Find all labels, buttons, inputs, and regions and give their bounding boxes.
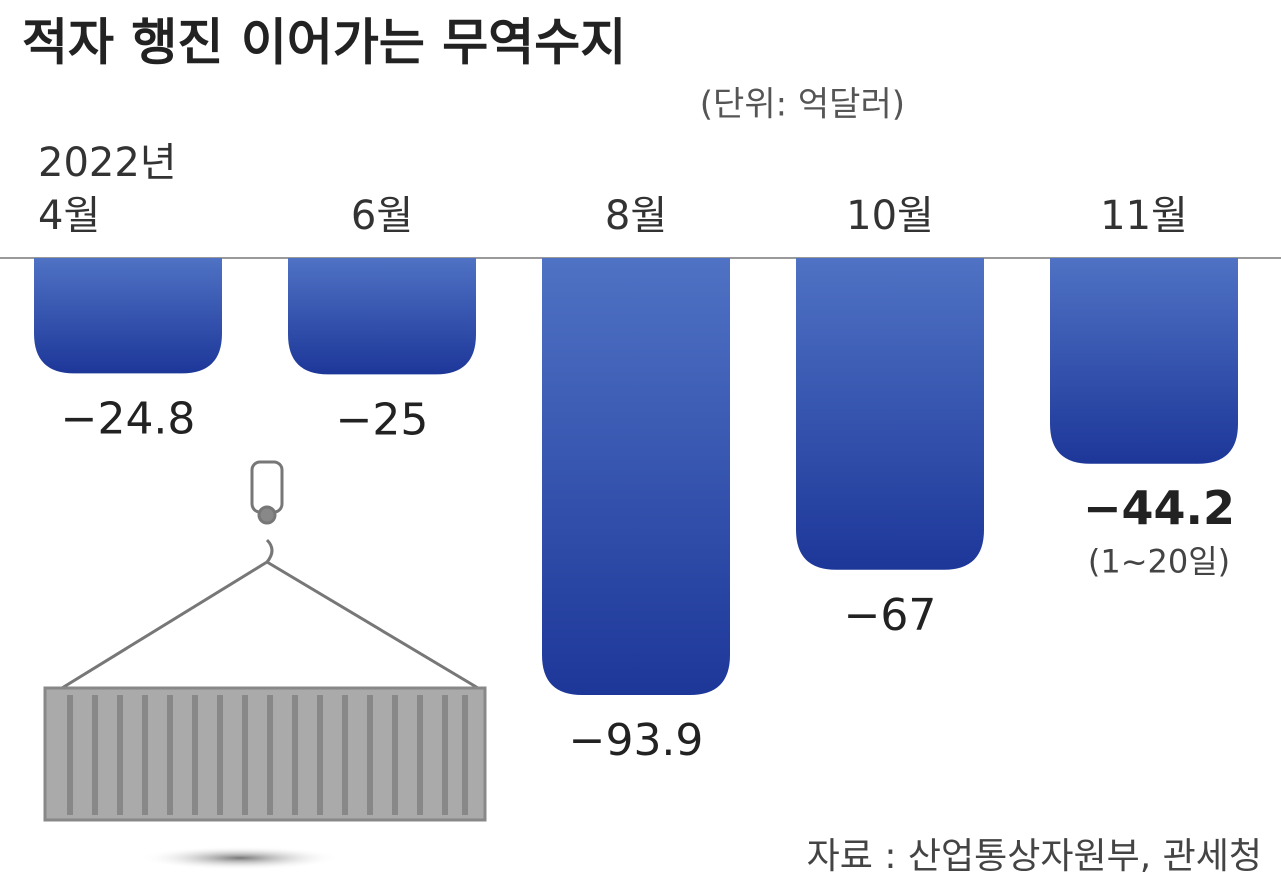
value-label: −44.2 bbox=[1083, 481, 1235, 535]
unit-label: (단위: 억달러) bbox=[700, 85, 905, 125]
bar bbox=[288, 258, 476, 375]
year-label: 2022년 bbox=[38, 140, 177, 186]
bar bbox=[796, 258, 984, 570]
source: 자료 : 산업통상자원부, 관세청 bbox=[807, 836, 1262, 877]
bar bbox=[34, 258, 222, 374]
value-label: −67 bbox=[844, 590, 937, 641]
annotation: (1~20일) bbox=[1088, 543, 1230, 581]
bar bbox=[1050, 258, 1238, 464]
x-tick-label: 8월 bbox=[605, 193, 667, 239]
x-tick-label: 4월 bbox=[38, 193, 100, 239]
value-label: −24.8 bbox=[61, 393, 196, 444]
bar bbox=[542, 258, 730, 695]
value-label: −93.9 bbox=[569, 715, 704, 766]
chart-title: 적자 행진 이어가는 무역수지 bbox=[22, 14, 626, 72]
container-illustration bbox=[43, 460, 487, 870]
x-tick-label: 6월 bbox=[351, 193, 413, 239]
x-tick-label: 11월 bbox=[1100, 193, 1188, 239]
value-label: −25 bbox=[336, 394, 429, 445]
x-tick-label: 10월 bbox=[846, 193, 934, 239]
